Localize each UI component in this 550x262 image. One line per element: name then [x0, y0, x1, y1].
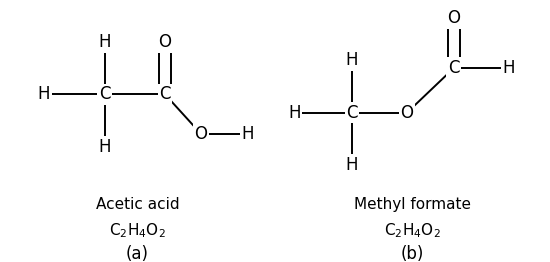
Text: H: H [98, 138, 111, 156]
Text: Acetic acid: Acetic acid [96, 197, 179, 212]
Text: C: C [99, 85, 110, 103]
Text: O: O [158, 33, 172, 51]
Text: Methyl formate: Methyl formate [354, 197, 471, 212]
Text: (a): (a) [126, 245, 149, 262]
Text: O: O [447, 9, 460, 27]
Text: H: H [503, 59, 515, 77]
Text: H: H [346, 156, 358, 174]
Text: $\mathregular{C_2H_4O_2}$: $\mathregular{C_2H_4O_2}$ [384, 221, 441, 240]
Text: O: O [400, 104, 414, 122]
Text: H: H [346, 51, 358, 69]
Text: $\mathregular{C_2H_4O_2}$: $\mathregular{C_2H_4O_2}$ [109, 221, 166, 240]
Text: H: H [98, 33, 111, 51]
Text: O: O [194, 125, 207, 143]
Text: H: H [38, 85, 50, 103]
Text: C: C [346, 104, 358, 122]
Text: (b): (b) [401, 245, 424, 262]
Text: C: C [448, 59, 459, 77]
Text: H: H [241, 125, 254, 143]
Text: C: C [160, 85, 170, 103]
Text: H: H [288, 104, 300, 122]
